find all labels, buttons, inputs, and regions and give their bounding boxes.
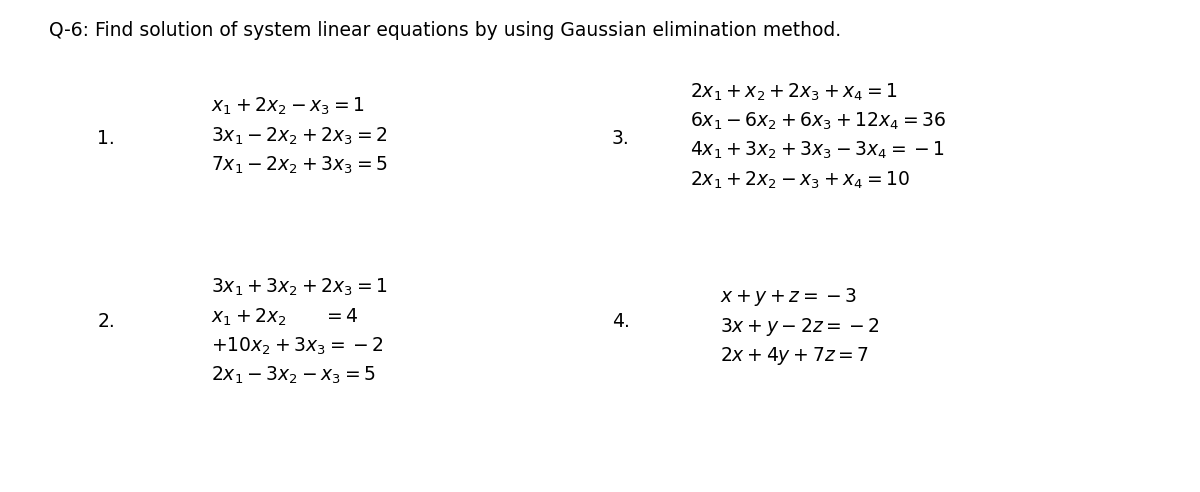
Text: $2x_1 + x_2 + 2x_3 + x_4 = 1$: $2x_1 + x_2 + 2x_3 + x_4 = 1$ <box>690 81 898 102</box>
Text: $6x_1 - 6x_2 + 6x_3 + 12x_4 = 36$: $6x_1 - 6x_2 + 6x_3 + 12x_4 = 36$ <box>690 111 946 132</box>
Text: 2.: 2. <box>97 312 115 331</box>
Text: $2x_1 + 2x_2 - x_3 + x_4 = 10$: $2x_1 + 2x_2 - x_3 + x_4 = 10$ <box>690 169 911 190</box>
Text: $7x_1 - 2x_2 + 3x_3 = 5$: $7x_1 - 2x_2 + 3x_3 = 5$ <box>211 154 388 176</box>
Text: $4x_1 + 3x_2 + 3x_3 - 3x_4 = -1$: $4x_1 + 3x_2 + 3x_3 - 3x_4 = -1$ <box>690 140 944 161</box>
Text: $+10x_2 + 3x_3 = -2$: $+10x_2 + 3x_3 = -2$ <box>211 336 384 357</box>
Text: $x_1 + 2x_2 \qquad = 4$: $x_1 + 2x_2 \qquad = 4$ <box>211 307 359 328</box>
Text: $2x + 4y + 7z = 7$: $2x + 4y + 7z = 7$ <box>720 345 869 367</box>
Text: $x_1 + 2x_2 - x_3 = 1$: $x_1 + 2x_2 - x_3 = 1$ <box>211 96 365 117</box>
Text: $2x_1 - 3x_2 - x_3 = 5$: $2x_1 - 3x_2 - x_3 = 5$ <box>211 365 376 386</box>
Text: 4.: 4. <box>612 312 630 331</box>
Text: $3x_1 - 2x_2 + 2x_3 = 2$: $3x_1 - 2x_2 + 2x_3 = 2$ <box>211 125 388 147</box>
Text: $3x_1 + 3x_2 + 2x_3 = 1$: $3x_1 + 3x_2 + 2x_3 = 1$ <box>211 277 388 298</box>
Text: $3x + y - 2z = -2$: $3x + y - 2z = -2$ <box>720 316 880 338</box>
Text: 3.: 3. <box>612 129 630 148</box>
Text: 1.: 1. <box>97 129 115 148</box>
Text: $x + y + z = -3$: $x + y + z = -3$ <box>720 286 857 308</box>
Text: Q-6: Find solution of system linear equations by using Gaussian elimination meth: Q-6: Find solution of system linear equa… <box>49 21 841 40</box>
